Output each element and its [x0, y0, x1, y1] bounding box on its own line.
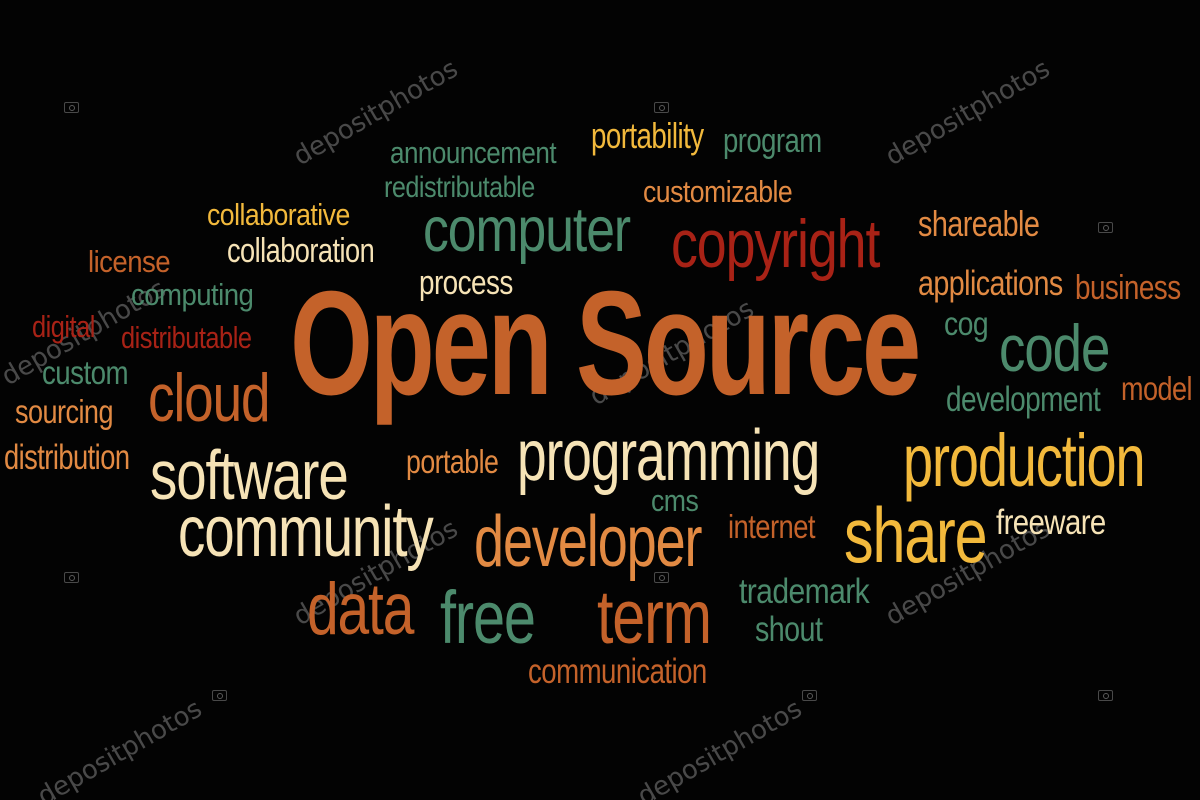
word-portability: portability	[591, 115, 704, 156]
word-copyright: copyright	[671, 206, 880, 282]
word-freeware: freeware	[996, 503, 1106, 542]
word-model: model	[1121, 370, 1193, 407]
word-custom: custom	[42, 354, 129, 391]
watermark: depositphotos	[632, 693, 808, 800]
word-sourcing: sourcing	[15, 393, 113, 430]
word-software: software	[150, 436, 349, 514]
word-digital: digital	[32, 309, 95, 344]
camera-icon	[64, 572, 79, 583]
word-distribution: distribution	[4, 438, 130, 477]
word-cloud: cloud	[148, 360, 271, 436]
word-business: business	[1075, 269, 1181, 307]
word-open-source: Open Source	[290, 261, 921, 426]
word-cms: cms	[651, 483, 699, 518]
word-announcement: announcement	[390, 135, 557, 170]
watermark: depositphotos	[880, 53, 1056, 172]
camera-icon	[1098, 222, 1113, 233]
word-programming: programming	[517, 416, 820, 496]
word-collaboration: collaboration	[227, 232, 375, 270]
word-shout: shout	[755, 610, 823, 649]
word-applications: applications	[918, 264, 1063, 303]
word-program: program	[723, 122, 822, 160]
word-term: term	[597, 575, 712, 660]
word-customizable: customizable	[643, 174, 793, 209]
word-computer: computer	[423, 195, 631, 265]
camera-icon	[654, 572, 669, 583]
word-distributable: distributable	[121, 320, 252, 355]
word-share: share	[844, 491, 988, 579]
word-cog: cog	[944, 305, 989, 342]
word-collaborative: collaborative	[207, 197, 350, 232]
word-developer: developer	[474, 502, 703, 582]
word-development: development	[946, 380, 1101, 419]
word-portable: portable	[406, 443, 499, 480]
camera-icon	[64, 102, 79, 113]
camera-icon	[802, 690, 817, 701]
word-shareable: shareable	[918, 203, 1040, 244]
watermark: depositphotos	[32, 693, 208, 800]
word-code: code	[999, 311, 1110, 385]
word-computing: computing	[131, 277, 254, 312]
word-free: free	[440, 576, 536, 659]
word-community: community	[178, 492, 434, 572]
word-production: production	[903, 419, 1146, 502]
word-trademark: trademark	[739, 572, 870, 611]
word-communication: communication	[528, 652, 707, 691]
word-redistributable: redistributable	[384, 171, 535, 204]
word-internet: internet	[728, 508, 816, 545]
word-license: license	[88, 244, 171, 279]
camera-icon	[1098, 690, 1113, 701]
camera-icon	[654, 102, 669, 113]
word-process: process	[419, 264, 513, 302]
camera-icon	[212, 690, 227, 701]
word-data: data	[307, 569, 414, 650]
